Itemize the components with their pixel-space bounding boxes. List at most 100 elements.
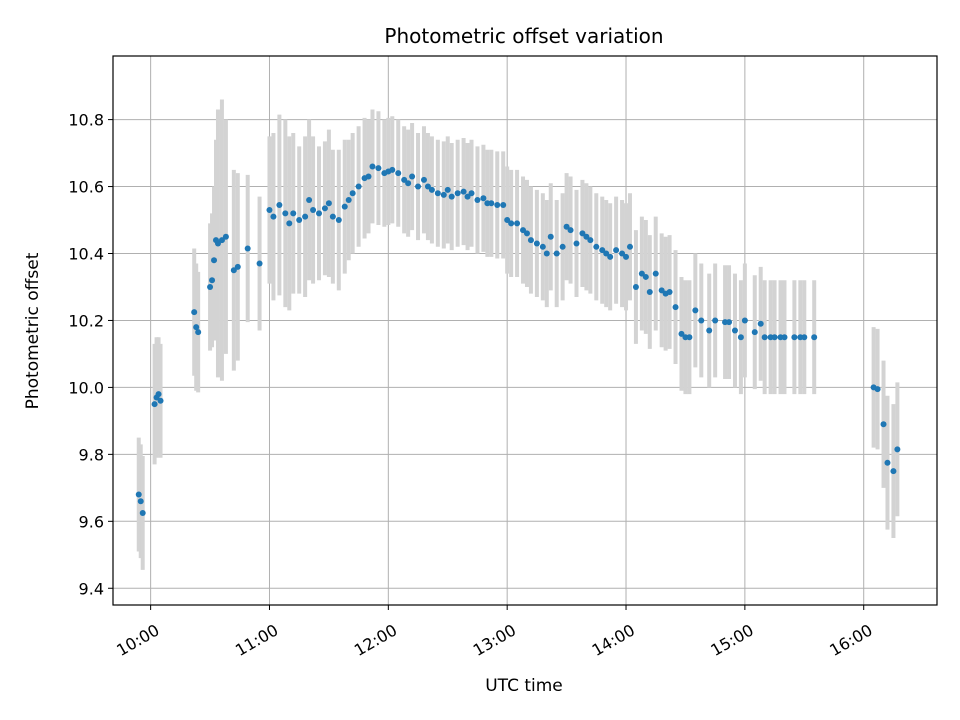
- data-point: [761, 334, 768, 341]
- data-point: [335, 217, 342, 224]
- data-point: [890, 468, 897, 475]
- data-point: [781, 334, 788, 341]
- x-axis-label: UTC time: [485, 676, 563, 696]
- data-point: [619, 250, 626, 257]
- y-tick-label: 9.4: [79, 579, 104, 598]
- data-point: [266, 206, 273, 213]
- data-point: [698, 317, 705, 324]
- data-points: [135, 163, 901, 516]
- data-point: [731, 327, 738, 334]
- data-point: [527, 237, 534, 244]
- data-point: [218, 237, 225, 244]
- data-point: [514, 220, 521, 227]
- data-point: [520, 227, 527, 234]
- data-point: [547, 233, 554, 240]
- data-point: [454, 190, 461, 197]
- plot-frame: [112, 55, 938, 606]
- data-point: [692, 307, 699, 314]
- data-point: [801, 334, 808, 341]
- data-point: [341, 203, 348, 210]
- data-point: [428, 186, 435, 193]
- data-point: [880, 421, 887, 428]
- data-point: [500, 201, 507, 208]
- data-point: [712, 317, 719, 324]
- data-point: [874, 386, 881, 393]
- data-point: [553, 250, 560, 257]
- data-point: [424, 183, 431, 190]
- data-point: [222, 233, 229, 240]
- data-point: [593, 243, 600, 250]
- data-point: [508, 220, 515, 227]
- y-tick-label: 10.0: [68, 378, 104, 397]
- data-point: [646, 289, 653, 296]
- y-axis-label: Photometric offset: [23, 252, 43, 409]
- data-point: [751, 329, 758, 336]
- data-point: [583, 233, 590, 240]
- data-point: [771, 334, 778, 341]
- data-point: [494, 201, 501, 208]
- data-point: [137, 498, 144, 505]
- data-point: [460, 188, 467, 195]
- data-point: [214, 240, 221, 247]
- data-point: [468, 190, 475, 197]
- data-point: [607, 253, 614, 260]
- data-point: [389, 166, 396, 173]
- data-point: [349, 190, 356, 197]
- data-point: [791, 334, 798, 341]
- data-point: [488, 200, 495, 207]
- data-point: [195, 329, 202, 336]
- data-point: [448, 193, 455, 200]
- data-point: [135, 491, 142, 498]
- data-point: [409, 173, 416, 180]
- data-point: [191, 309, 198, 316]
- y-tick-label: 10.8: [68, 111, 104, 130]
- data-point: [230, 267, 237, 274]
- data-point: [884, 459, 891, 466]
- y-tick-label: 9.8: [79, 445, 104, 464]
- data-point: [603, 250, 610, 257]
- data-point: [365, 173, 372, 180]
- data-point: [573, 240, 580, 247]
- data-point: [256, 260, 263, 267]
- y-tick-label: 10.4: [68, 245, 104, 264]
- data-point: [474, 196, 481, 203]
- data-point: [638, 270, 645, 277]
- data-point: [244, 245, 251, 252]
- data-point: [193, 324, 200, 331]
- data-point: [310, 206, 317, 213]
- data-point: [599, 247, 606, 254]
- data-point: [151, 401, 158, 408]
- data-point: [325, 200, 332, 207]
- data-point: [587, 237, 594, 244]
- data-point: [345, 196, 352, 203]
- data-point: [444, 186, 451, 193]
- data-point: [533, 240, 540, 247]
- data-point: [369, 163, 376, 170]
- data-point: [157, 397, 164, 404]
- data-point: [757, 320, 764, 327]
- data-point: [613, 247, 620, 254]
- data-point: [623, 253, 630, 260]
- data-point: [211, 257, 218, 264]
- data-point: [155, 391, 162, 398]
- data-point: [567, 227, 574, 234]
- data-point: [282, 210, 289, 217]
- chart-title: Photometric offset variation: [384, 24, 663, 48]
- data-point: [420, 176, 427, 183]
- data-point: [706, 327, 713, 334]
- data-point: [666, 289, 673, 296]
- y-tick-label: 10.2: [68, 311, 104, 330]
- data-point: [652, 270, 659, 277]
- data-point: [626, 243, 633, 250]
- data-point: [276, 201, 283, 208]
- data-point: [658, 287, 665, 294]
- data-point: [811, 334, 818, 341]
- data-point: [632, 283, 639, 290]
- data-point: [523, 230, 530, 237]
- data-point: [563, 223, 570, 230]
- data-point: [355, 183, 362, 190]
- data-point: [672, 304, 679, 311]
- data-point: [286, 220, 293, 227]
- data-point: [405, 180, 412, 187]
